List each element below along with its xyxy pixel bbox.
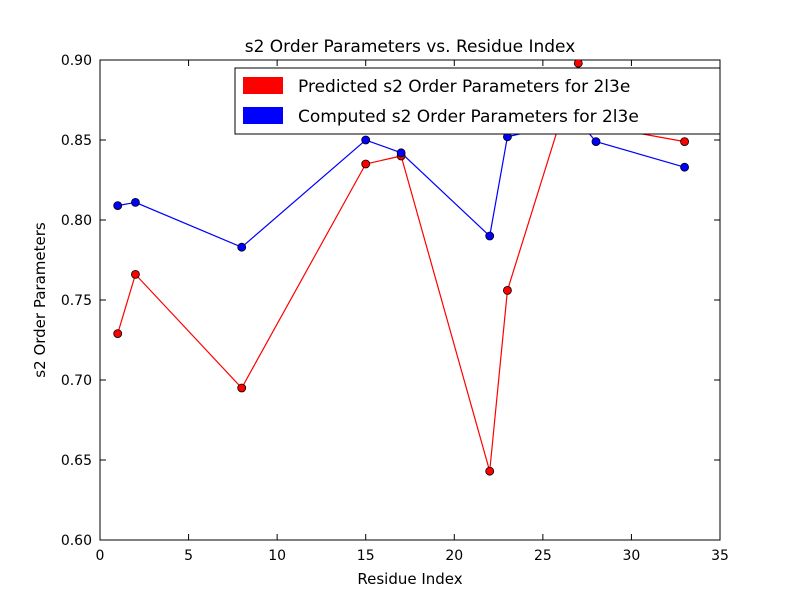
x-tick-label: 25 xyxy=(534,548,552,564)
legend-label: Predicted s2 Order Parameters for 2l3e xyxy=(298,77,630,97)
legend-swatch xyxy=(243,107,283,124)
data-point-computed xyxy=(361,135,371,145)
data-point-predicted xyxy=(503,285,512,295)
data-point-predicted xyxy=(113,329,123,339)
y-tick-label: 0.65 xyxy=(61,453,92,469)
y-tick-label: 0.80 xyxy=(61,213,92,229)
plot-area: 0 5 10 15 20 25 30 35 0.60 0.65 0.70 0.75 0.80 0.85 0.… xyxy=(61,53,729,564)
y-tick-label: 0.60 xyxy=(61,533,92,549)
data-point-computed xyxy=(680,162,689,172)
legend-box xyxy=(234,67,721,135)
data-point-computed xyxy=(485,231,495,241)
data-point-predicted xyxy=(680,137,689,147)
x-tick-label: 15 xyxy=(357,548,375,564)
y-tick-label: 0.70 xyxy=(61,373,92,389)
x-tick-label: 10 xyxy=(268,548,286,564)
y-tick-label: 0.90 xyxy=(61,53,92,69)
data-point-computed xyxy=(591,137,601,147)
y-tick-label: 0.75 xyxy=(61,293,92,309)
data-point-computed xyxy=(131,197,140,207)
y-tick-label: 0.85 xyxy=(61,133,92,149)
legend: Predicted s2 Order Parameters for 2l3e Co… xyxy=(234,67,721,135)
chart-title: s2 Order Parameters vs. Residue Index xyxy=(245,37,576,57)
x-tick-label: 35 xyxy=(711,548,729,564)
x-axis-label: Residue Index xyxy=(357,570,462,588)
x-tick-label: 30 xyxy=(623,548,641,564)
data-point-predicted xyxy=(361,159,371,169)
data-point-computed xyxy=(113,201,123,211)
data-point-computed xyxy=(237,242,247,252)
data-point-predicted xyxy=(237,383,247,393)
data-point-predicted xyxy=(573,60,583,68)
data-point-computed xyxy=(396,148,406,158)
x-tick-label: 20 xyxy=(445,548,463,564)
data-point-predicted xyxy=(485,466,495,476)
x-tick-label: 5 xyxy=(184,548,193,564)
legend-label: Computed s2 Order Parameters for 2l3e xyxy=(298,107,639,127)
y-axis-label: s2 Order Parameters xyxy=(31,222,49,378)
data-point-predicted xyxy=(131,269,140,279)
legend-swatch xyxy=(243,77,283,94)
x-tick-label: 0 xyxy=(96,548,105,564)
